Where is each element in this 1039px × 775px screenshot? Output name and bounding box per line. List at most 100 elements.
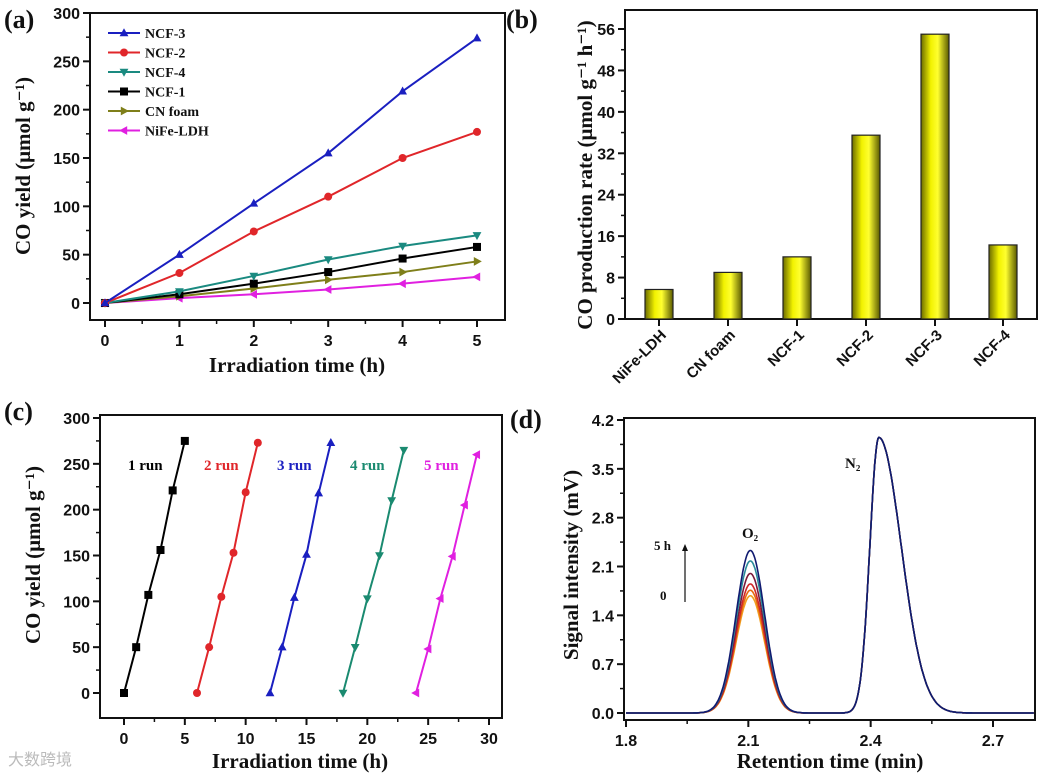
panel-b-ytick-label: 48 [597, 63, 615, 80]
panel-b-ytick-label: 16 [597, 229, 615, 246]
panel-c-x-axis-label: Irradiation time (h) [212, 749, 388, 773]
panel-c-xtick-label: 25 [419, 731, 437, 748]
data-point [323, 148, 333, 157]
data-point [362, 595, 372, 604]
chromatogram-5-h [626, 436, 1034, 714]
panel-d-ytick-label: 3.5 [592, 462, 614, 479]
data-point [314, 488, 324, 497]
panel-a-ytick-label: 250 [53, 54, 80, 71]
arrow-bottom-label: 0 [660, 588, 667, 603]
data-point [472, 33, 482, 42]
data-point [324, 268, 333, 277]
panel-b-ytick-label: 8 [606, 271, 615, 288]
data-point [175, 269, 184, 278]
n2-peak-label: N₂ [845, 456, 861, 472]
data-point [205, 643, 214, 652]
data-point [265, 688, 275, 697]
panel-c-y-axis-label: CO yield (μmol g⁻¹) [21, 466, 45, 644]
run-label: 2 run [204, 458, 239, 474]
data-point [175, 288, 184, 297]
legend-label: NCF-2 [145, 47, 185, 62]
bar-ncf-2 [851, 134, 881, 320]
panel-d-ytick-label: 0.0 [592, 706, 614, 723]
data-point [338, 689, 348, 698]
o2-peak-label: O₂ [742, 526, 759, 542]
data-point [323, 256, 333, 265]
data-point [241, 488, 250, 497]
legend-label: NCF-4 [145, 66, 185, 81]
panel-d-ytick-label: 4.2 [592, 413, 614, 430]
run-label: 5 run [424, 458, 459, 474]
data-point [398, 154, 407, 162]
panel-b-ytick-label: 24 [597, 188, 615, 205]
data-point [249, 272, 259, 281]
panel-c-xtick-label: 10 [237, 731, 255, 748]
legend-label: NCF-3 [145, 27, 185, 42]
panel-a-ytick-label: 150 [53, 151, 80, 168]
legend-item: NCF-1 [108, 86, 185, 101]
panel-a-ytick-label: 100 [53, 199, 80, 216]
panel-c-xtick-label: 5 [180, 731, 189, 748]
panel-a-xtick-label: 5 [473, 333, 482, 350]
data-point [435, 594, 444, 603]
series-line-run-5 [415, 454, 478, 694]
series-line-run-4 [342, 449, 405, 694]
category-label: NCF-4 [971, 326, 1015, 370]
data-point [472, 450, 481, 460]
panel-d-x-axis-label: Retention time (min) [737, 749, 924, 773]
series-line-ncf-1 [104, 245, 478, 304]
data-point [249, 289, 257, 299]
panel-a-xtick-label: 0 [101, 333, 110, 350]
panel-c-ytick-label: 50 [72, 640, 90, 657]
data-point [398, 254, 407, 263]
category-label: NCF-2 [834, 327, 877, 370]
panel-b-ytick-label: 56 [597, 22, 615, 39]
panel-a-ytick-label: 50 [62, 248, 80, 265]
bar-nife-ldh [644, 288, 674, 320]
data-point [249, 279, 258, 288]
panel-c-ytick-label: 150 [63, 549, 90, 566]
panel-d-xtick-label: 2.7 [982, 733, 1004, 750]
panel-b-frame [624, 9, 1038, 320]
bar-cn-foam [713, 271, 743, 320]
panel-b: 0 8 16 24 32 40 48 56 (b) CO production rate (μmo… [506, 5, 1038, 387]
panel-c-xtick-label: 20 [358, 731, 376, 748]
data-point [399, 446, 409, 455]
legend-item: NiFe-LDH [108, 125, 209, 140]
panel-b-y-axis-label: CO production rate (μmol g⁻¹ h⁻¹) [573, 20, 597, 329]
legend-marker [120, 48, 128, 57]
panel-a-y-axis-label: CO yield (μmol g⁻¹) [11, 77, 35, 255]
panel-c-ytick-label: 100 [63, 594, 90, 611]
run-label: 4 run [350, 458, 385, 474]
category-label: CN foam [683, 327, 739, 383]
panel-c: 0 5 10 15 20 25 30050100150200250300Irradiatio… [4, 397, 503, 773]
category-label: NCF-3 [903, 327, 946, 370]
legend-item: NCF-2 [108, 47, 185, 62]
legend-marker [120, 87, 128, 96]
series-line-ncf-2 [104, 130, 478, 304]
panel-d-label: (d) [510, 405, 542, 434]
legend-marker [119, 28, 129, 37]
panel-c-ytick-label: 0 [81, 686, 90, 703]
panel-a-ytick-label: 0 [71, 296, 80, 313]
bar-ncf-4 [988, 244, 1018, 320]
series-line-ncf-3 [104, 37, 478, 304]
data-point [459, 500, 468, 510]
series-line-run-2 [196, 442, 259, 694]
data-point [132, 643, 141, 652]
data-point [249, 227, 258, 236]
panel-d-ytick-label: 1.4 [592, 608, 614, 625]
panel-c-frame [99, 414, 503, 719]
series-line-ncf-4 [104, 234, 478, 304]
run-label: 1 run [128, 458, 163, 474]
data-point [120, 689, 128, 697]
data-point [100, 298, 110, 307]
panel-d-xtick-label: 1.8 [615, 733, 637, 750]
legend-label: NiFe-LDH [145, 125, 209, 140]
data-point [144, 590, 153, 599]
chromatogram-4-h [626, 436, 1034, 714]
panel-a-ytick-label: 200 [53, 103, 80, 120]
data-point [324, 192, 333, 201]
panel-a-xtick-label: 2 [249, 333, 258, 350]
